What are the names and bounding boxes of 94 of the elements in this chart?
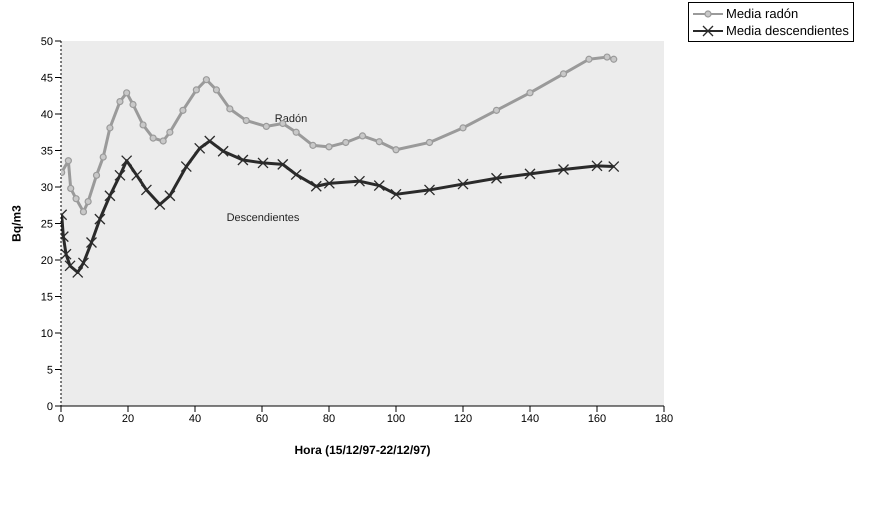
point	[100, 153, 107, 161]
point	[603, 53, 611, 61]
point	[257, 157, 269, 169]
y-tick-label: 30	[40, 182, 53, 194]
y-tick-label: 25	[40, 218, 53, 230]
point	[277, 158, 288, 170]
point	[374, 180, 385, 192]
y-tick-label: 35	[40, 145, 53, 158]
point	[166, 128, 174, 136]
point	[61, 248, 72, 260]
x-tick-label: 120	[454, 412, 472, 425]
point	[86, 236, 98, 248]
point	[237, 154, 249, 166]
point	[262, 122, 270, 130]
point	[524, 168, 536, 180]
point	[204, 135, 216, 147]
point	[64, 157, 72, 164]
point	[179, 106, 187, 114]
point	[78, 257, 90, 269]
x-tick-label: 100	[386, 412, 406, 425]
point	[492, 106, 500, 114]
point	[585, 56, 593, 63]
legend-label: Media descendientes	[726, 22, 849, 39]
point	[106, 124, 114, 132]
point	[292, 128, 300, 136]
x-tick-label: 60	[256, 412, 268, 425]
point	[72, 195, 80, 202]
x-tick-label: 180	[654, 412, 674, 425]
point	[490, 172, 502, 184]
point	[139, 121, 147, 129]
x-tick-label: 140	[520, 412, 540, 425]
point	[121, 155, 132, 166]
point	[459, 124, 467, 132]
point	[192, 86, 200, 94]
point	[309, 142, 317, 149]
legend-label: Media radón	[726, 5, 798, 22]
point	[114, 170, 126, 181]
x-tick-label: 20	[122, 412, 134, 425]
point	[80, 208, 88, 216]
point	[424, 184, 436, 196]
point	[526, 89, 534, 96]
point	[558, 164, 570, 176]
point	[242, 116, 250, 124]
y-tick-label: 50	[40, 36, 53, 48]
y-tick-label: 10	[40, 328, 53, 340]
point	[217, 146, 229, 157]
point	[290, 168, 302, 180]
y-tick-label: 20	[40, 254, 53, 267]
point	[325, 143, 333, 150]
point	[390, 188, 402, 200]
point	[457, 178, 469, 190]
x-tick-label: 40	[188, 412, 202, 425]
point	[324, 178, 335, 189]
y-axis-title: Bq/m3	[9, 204, 24, 242]
point	[310, 180, 322, 192]
y-tick-label: 15	[40, 291, 53, 304]
point	[150, 134, 157, 142]
point	[358, 132, 366, 140]
point	[64, 260, 76, 272]
point	[376, 138, 383, 146]
point	[123, 89, 130, 96]
point	[131, 170, 142, 181]
y-tick-label: 40	[40, 108, 53, 121]
x-tick-label: 160	[588, 412, 606, 425]
annotation: Descendientes	[226, 212, 300, 224]
x-axis-title: Hora (15/12/97-22/12/97)	[294, 443, 431, 457]
point	[392, 146, 400, 154]
point	[72, 266, 84, 278]
point	[67, 184, 74, 192]
x-tick-label: 0	[58, 412, 64, 425]
point	[164, 190, 176, 202]
point	[212, 86, 220, 94]
point	[354, 176, 366, 187]
point	[342, 138, 350, 146]
point	[129, 100, 137, 108]
point	[560, 70, 568, 78]
point	[202, 76, 210, 84]
y-tick-label: 45	[40, 72, 53, 84]
y-tick-label: 5	[46, 364, 53, 376]
point	[84, 198, 92, 206]
y-tick-label: 0	[46, 400, 53, 413]
point	[94, 213, 106, 225]
point	[610, 56, 618, 63]
point	[104, 190, 116, 202]
point	[116, 98, 124, 106]
point	[160, 137, 167, 145]
point	[608, 160, 620, 172]
point	[426, 138, 434, 146]
point	[180, 160, 192, 172]
point	[92, 172, 100, 179]
x-tick-label: 80	[322, 412, 336, 425]
point	[226, 105, 234, 112]
point	[591, 160, 603, 172]
annotation: Radón	[274, 113, 308, 125]
